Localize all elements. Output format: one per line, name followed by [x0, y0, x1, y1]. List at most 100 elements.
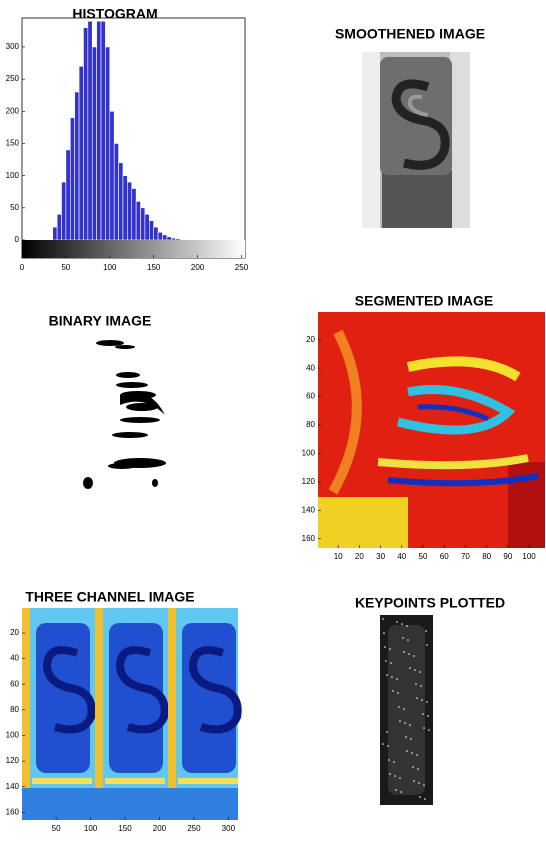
y-tick-label: 140 [302, 505, 316, 514]
colorbar [22, 240, 245, 258]
keypoint [427, 715, 429, 717]
image-block [36, 623, 90, 773]
image-shade [508, 462, 545, 548]
bar [66, 150, 70, 240]
y-tick-label: 120 [6, 756, 20, 765]
keypoint [403, 708, 405, 710]
x-tick-label: 250 [187, 824, 201, 833]
y-tick-label: 150 [6, 139, 20, 148]
keypoint [390, 662, 392, 664]
bar [149, 221, 153, 240]
keypoint [421, 699, 423, 701]
keypoint [388, 759, 390, 761]
bar [105, 47, 109, 240]
keypoint [389, 648, 391, 650]
keypoint [413, 655, 415, 657]
x-tick-label: 10 [334, 552, 343, 561]
keypoint [413, 780, 415, 782]
keypoint [419, 671, 421, 673]
keypoint [416, 697, 418, 699]
keypoint [387, 745, 389, 747]
bar [53, 227, 57, 240]
keypoint [402, 637, 404, 639]
image-blob [116, 382, 148, 388]
keypoint [410, 738, 412, 740]
image-blob [152, 479, 158, 487]
image-blob [115, 345, 135, 349]
figure: HISTOGRAM0501001502002503000501001502002… [0, 0, 546, 850]
bar [62, 182, 66, 240]
x-tick-label: 20 [355, 552, 364, 561]
y-tick-label: 100 [6, 731, 20, 740]
keypoint [396, 621, 398, 623]
y-tick-label: 100 [302, 449, 316, 458]
y-tick-label: 80 [10, 705, 19, 714]
keypoint [426, 701, 428, 703]
keypoint [409, 724, 411, 726]
keypoint [382, 618, 384, 620]
y-tick-label: 250 [6, 74, 20, 83]
keypoint [417, 768, 419, 770]
y-tick-label: 0 [15, 235, 20, 244]
bar [92, 47, 96, 240]
image-blob [120, 417, 160, 423]
bar [70, 118, 74, 240]
x-tick-label: 300 [222, 824, 236, 833]
panel-title: KEYPOINTS PLOTTED [355, 595, 505, 611]
y-tick-label: 40 [306, 363, 315, 372]
image-stripe [178, 778, 238, 784]
keypoint [383, 632, 385, 634]
image-block [109, 623, 163, 773]
keypoint [393, 761, 395, 763]
keypoint [400, 791, 402, 793]
x-tick-label: 250 [235, 263, 249, 272]
bar [101, 21, 105, 240]
bar [127, 182, 131, 240]
keypoint [401, 623, 403, 625]
x-tick-label: 50 [52, 824, 61, 833]
x-tick-label: 100 [103, 263, 117, 272]
bar [75, 92, 79, 240]
keypoint [412, 766, 414, 768]
keypoint [409, 667, 411, 669]
panel: SMOOTHENED IMAGE [335, 26, 485, 228]
bar [88, 21, 92, 240]
keypoint [418, 782, 420, 784]
image-blob [116, 372, 140, 378]
x-tick-label: 50 [419, 552, 428, 561]
bar [162, 235, 166, 240]
keypoint [419, 796, 421, 798]
panel-title: THREE CHANNEL IMAGE [25, 589, 194, 605]
keypoint [386, 731, 388, 733]
keypoint [404, 722, 406, 724]
x-tick-label: 30 [376, 552, 385, 561]
x-tick-label: 60 [440, 552, 449, 561]
image-shade [382, 170, 452, 228]
keypoint [394, 775, 396, 777]
panel-title: SEGMENTED IMAGE [355, 293, 493, 309]
x-tick-label: 50 [61, 263, 70, 272]
y-tick-label: 120 [302, 477, 316, 486]
y-tick-label: 60 [306, 392, 315, 401]
keypoint [384, 646, 386, 648]
keypoint [415, 683, 417, 685]
keypoint [406, 750, 408, 752]
image-blob [112, 432, 148, 438]
x-tick-label: 200 [191, 263, 205, 272]
x-tick-label: 150 [118, 824, 132, 833]
keypoint [397, 692, 399, 694]
bar [167, 237, 171, 240]
bar [123, 176, 127, 240]
x-tick-label: 150 [147, 263, 161, 272]
y-tick-label: 300 [6, 42, 20, 51]
panel-title: BINARY IMAGE [49, 313, 152, 329]
bar [119, 163, 123, 240]
keypoint [420, 685, 422, 687]
keypoint [423, 784, 425, 786]
y-tick-label: 140 [6, 782, 20, 791]
bar [97, 21, 101, 240]
x-tick-label: 80 [482, 552, 491, 561]
keypoint [416, 754, 418, 756]
y-tick-label: 20 [10, 628, 19, 637]
